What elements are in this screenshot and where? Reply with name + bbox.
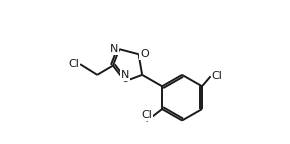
Text: N: N — [121, 70, 129, 80]
Text: O: O — [140, 49, 149, 59]
Text: N: N — [110, 44, 118, 54]
Text: Cl: Cl — [141, 110, 152, 120]
Text: Cl: Cl — [68, 59, 79, 69]
Text: Cl: Cl — [212, 71, 223, 81]
